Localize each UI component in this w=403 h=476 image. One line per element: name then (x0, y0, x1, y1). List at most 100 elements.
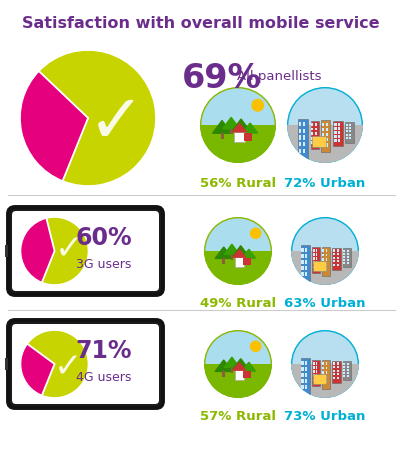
Bar (316, 261, 318, 264)
Circle shape (250, 228, 262, 239)
Polygon shape (242, 362, 256, 371)
Bar (316, 375, 318, 377)
Polygon shape (224, 244, 239, 254)
Text: 56% Rural: 56% Rural (200, 177, 276, 190)
Bar (312, 132, 314, 135)
Text: 63% Urban: 63% Urban (284, 297, 366, 310)
Polygon shape (224, 357, 239, 367)
Bar (343, 258, 345, 260)
Bar (349, 130, 351, 132)
Wedge shape (39, 50, 156, 186)
Bar (326, 249, 328, 252)
Bar (303, 129, 305, 133)
Wedge shape (42, 217, 89, 285)
Bar (313, 370, 315, 373)
Polygon shape (242, 249, 256, 258)
Bar (5, 358, 8, 370)
Bar (322, 258, 324, 261)
Bar (220, 133, 224, 139)
Bar (234, 132, 245, 142)
Bar (334, 139, 337, 141)
Bar (315, 132, 317, 135)
Bar (315, 137, 317, 139)
Bar (312, 137, 314, 139)
Bar (326, 362, 328, 365)
Bar (343, 363, 345, 365)
Bar (312, 247, 320, 273)
Wedge shape (287, 125, 363, 163)
Bar (326, 268, 328, 270)
Bar (347, 250, 349, 251)
Bar (301, 358, 310, 396)
Bar (315, 123, 317, 126)
Bar (343, 372, 345, 374)
Bar (301, 267, 304, 270)
Bar (315, 141, 317, 144)
Bar (332, 248, 341, 270)
Bar (338, 139, 341, 141)
Bar (343, 366, 345, 367)
FancyBboxPatch shape (8, 207, 163, 295)
Bar (349, 137, 351, 139)
Text: 72% Urban: 72% Urban (285, 177, 366, 190)
Bar (338, 131, 341, 134)
Bar (303, 136, 305, 139)
Bar (349, 124, 351, 126)
Bar (316, 253, 318, 256)
Wedge shape (20, 71, 88, 181)
Bar (301, 246, 310, 283)
FancyBboxPatch shape (8, 320, 163, 408)
Bar (326, 138, 328, 141)
Bar (239, 369, 242, 375)
Polygon shape (233, 246, 249, 256)
Bar (313, 362, 315, 365)
Bar (312, 137, 326, 147)
Bar (333, 366, 335, 368)
Bar (347, 258, 349, 260)
Bar (326, 376, 328, 379)
Bar (322, 367, 324, 369)
Bar (299, 136, 301, 139)
Bar (244, 133, 252, 141)
Bar (343, 375, 345, 377)
Bar (305, 254, 307, 258)
Wedge shape (21, 218, 54, 283)
Bar (235, 257, 244, 267)
Polygon shape (215, 247, 232, 258)
Bar (299, 142, 301, 146)
Bar (321, 120, 330, 152)
Bar (239, 256, 242, 261)
Bar (347, 375, 349, 377)
Bar (316, 362, 318, 365)
Bar (334, 135, 337, 138)
Text: 69%: 69% (182, 62, 262, 95)
Bar (347, 256, 349, 258)
Bar (322, 247, 330, 276)
Bar (230, 129, 233, 135)
Bar (303, 122, 305, 126)
Bar (235, 370, 244, 380)
Bar (313, 261, 315, 264)
Polygon shape (233, 123, 246, 132)
Bar (5, 245, 8, 257)
Bar (346, 137, 348, 139)
Bar (299, 122, 301, 126)
Bar (326, 263, 328, 266)
Bar (326, 258, 328, 261)
Bar (337, 377, 339, 379)
Bar (305, 379, 307, 383)
Bar (316, 370, 318, 373)
Bar (337, 373, 339, 375)
Bar (337, 249, 339, 252)
Bar (343, 361, 351, 380)
Bar (305, 385, 307, 389)
Bar (303, 149, 305, 153)
Circle shape (251, 99, 264, 112)
Bar (326, 371, 328, 374)
Bar (333, 260, 335, 262)
Polygon shape (212, 120, 232, 133)
Bar (333, 257, 335, 259)
Bar (337, 253, 339, 255)
Bar (322, 123, 324, 126)
Polygon shape (233, 249, 245, 257)
